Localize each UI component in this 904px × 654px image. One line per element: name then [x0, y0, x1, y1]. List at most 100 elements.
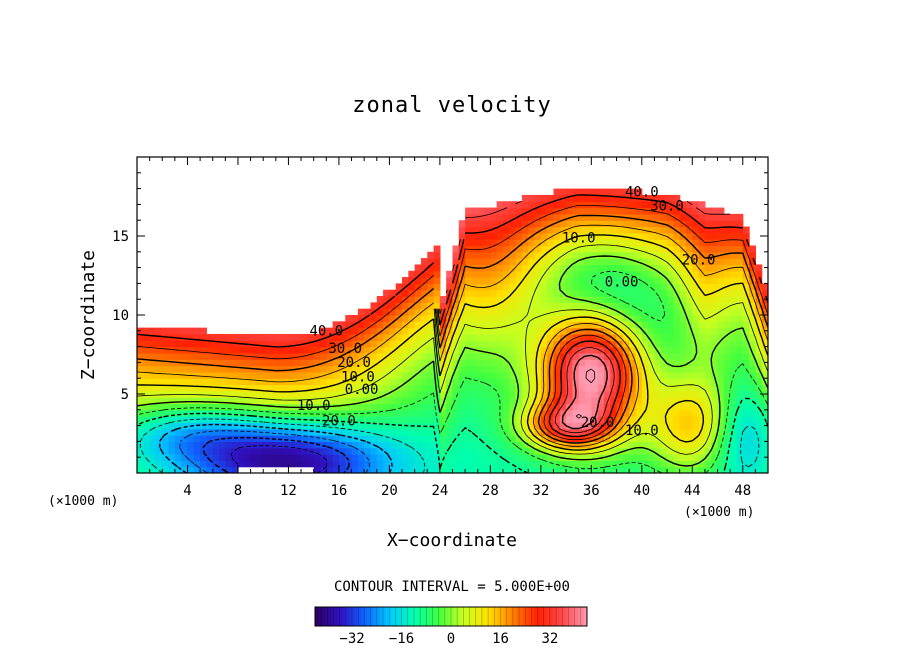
field-cell: [572, 346, 580, 354]
field-cell: [326, 371, 334, 379]
field-cell: [439, 371, 447, 379]
field-cell: [578, 220, 586, 228]
field-cell: [502, 365, 510, 373]
field-cell: [685, 270, 693, 278]
field-cell: [730, 454, 738, 461]
field-cell: [528, 251, 536, 259]
field-cell: [622, 359, 630, 367]
field-cell: [370, 302, 378, 310]
field-cell: [294, 428, 302, 436]
field-cell: [193, 428, 201, 436]
field-cell: [641, 447, 649, 455]
field-cell: [490, 333, 498, 341]
field-cell: [704, 352, 712, 360]
field-cell: [736, 226, 744, 234]
field-cell: [578, 384, 586, 392]
field-cell: [294, 397, 302, 405]
field-cell: [162, 416, 170, 424]
field-cell: [559, 207, 567, 215]
field-cell: [603, 232, 611, 240]
field-cell: [654, 226, 662, 234]
field-cell: [515, 239, 523, 247]
field-cell: [540, 378, 548, 386]
field-cell: [345, 428, 353, 436]
field-cell: [484, 403, 491, 411]
field-cell: [187, 397, 195, 405]
field-cell: [383, 403, 390, 411]
field-cell: [673, 270, 681, 278]
field-cell: [723, 346, 731, 354]
field-cell: [420, 409, 428, 417]
field-cell: [181, 416, 189, 424]
field-cell: [755, 428, 763, 436]
field-cell: [679, 213, 687, 221]
field-cell: [679, 340, 687, 348]
field-cell: [509, 283, 517, 291]
field-cell: [547, 466, 555, 473]
field-cell: [200, 359, 208, 367]
field-cell: [458, 371, 466, 379]
field-cell: [149, 409, 157, 417]
field-cell: [673, 397, 681, 405]
field-cell: [509, 428, 517, 436]
field-cell: [736, 435, 744, 442]
field-cell: [263, 441, 271, 449]
field-cell: [269, 340, 277, 348]
colorbar-cell: [413, 607, 418, 626]
field-cell: [736, 403, 744, 411]
field-cell: [667, 460, 674, 468]
field-cell: [591, 346, 599, 354]
field-cell: [452, 359, 460, 367]
field-cell: [553, 397, 561, 405]
field-cell: [660, 409, 668, 417]
field-cell: [547, 352, 555, 360]
field-cell: [338, 378, 346, 386]
colorbar-cell: [481, 607, 486, 626]
field-cell: [502, 378, 510, 386]
field-cell: [534, 371, 542, 379]
field-cell: [200, 371, 208, 379]
field-cell: [288, 384, 296, 392]
field-cell: [597, 302, 605, 310]
field-cell: [446, 466, 454, 473]
field-cell: [231, 390, 239, 398]
field-cell: [673, 308, 681, 316]
field-cell: [282, 333, 290, 341]
field-cell: [225, 466, 233, 473]
field-cell: [515, 441, 523, 449]
field-cell: [572, 352, 580, 360]
field-cell: [174, 441, 182, 449]
field-cell: [610, 239, 618, 247]
colorbar-cell: [460, 607, 464, 626]
field-cell: [622, 188, 630, 196]
field-cell: [181, 460, 189, 468]
field-cell: [610, 409, 618, 417]
field-cell: [471, 460, 479, 468]
field-cell: [219, 460, 226, 468]
field-cell: [534, 264, 542, 272]
field-cell: [237, 346, 245, 354]
field-cell: [755, 422, 763, 430]
field-cell: [692, 378, 700, 386]
field-cell: [711, 466, 719, 473]
field-cell: [654, 371, 662, 379]
field-cell: [761, 384, 768, 392]
field-cell: [711, 397, 719, 405]
field-cell: [256, 409, 264, 417]
field-cell: [414, 384, 422, 392]
field-cell: [256, 346, 264, 354]
field-cell: [383, 302, 390, 310]
field-cell: [364, 460, 372, 468]
colorbar-cell: [432, 607, 436, 626]
field-cell: [288, 397, 296, 405]
field-cell: [225, 390, 233, 398]
field-cell: [679, 289, 687, 297]
field-cell: [660, 384, 668, 392]
field-cell: [490, 346, 498, 354]
field-cell: [736, 258, 744, 266]
field-cell: [187, 447, 195, 455]
field-cell: [383, 441, 390, 449]
field-cell: [200, 466, 208, 473]
field-cell: [395, 447, 403, 455]
field-cell: [641, 416, 649, 424]
